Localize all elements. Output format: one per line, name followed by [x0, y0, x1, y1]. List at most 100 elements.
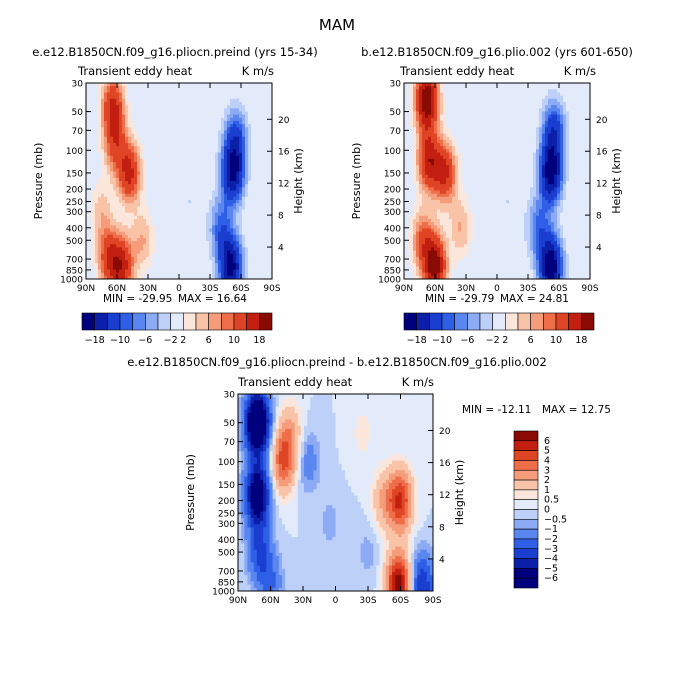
field-cell	[167, 212, 171, 217]
field-cell	[92, 181, 96, 185]
field-cell	[233, 152, 237, 157]
field-cell	[428, 215, 432, 220]
field-cell	[443, 247, 447, 251]
field-cell	[434, 225, 438, 229]
field-cell	[242, 171, 246, 176]
field-cell	[149, 241, 153, 245]
field-cell	[101, 203, 105, 207]
field-cell	[437, 190, 441, 195]
field-cell	[209, 133, 213, 138]
field-cell	[164, 133, 168, 138]
field-cell	[128, 108, 132, 112]
field-cell	[245, 266, 249, 270]
field-cell	[245, 120, 249, 125]
field-cell	[161, 168, 165, 172]
field-cell	[257, 149, 261, 153]
field-cell	[125, 168, 129, 172]
field-cell	[227, 101, 231, 106]
field-cell	[227, 275, 231, 280]
field-cell	[164, 108, 168, 112]
field-cell	[428, 193, 432, 198]
field-cell	[128, 234, 132, 239]
field-cell	[146, 149, 150, 153]
field-cell	[188, 266, 192, 270]
field-cell	[167, 98, 171, 103]
field-cell	[269, 162, 273, 166]
field-cell	[260, 275, 264, 280]
field-cell	[260, 162, 264, 166]
field-cell	[185, 199, 189, 204]
field-cell	[443, 260, 447, 264]
field-cell	[182, 237, 186, 242]
field-cell	[182, 209, 186, 214]
field-cell	[431, 269, 435, 274]
field-cell	[419, 111, 423, 116]
field-cell	[116, 111, 120, 116]
field-cell	[236, 127, 240, 131]
colorbar-box	[183, 312, 197, 331]
field-cell	[449, 149, 453, 153]
field-cell	[131, 215, 135, 220]
field-cell	[158, 155, 162, 160]
field-cell	[209, 181, 213, 185]
field-cell	[206, 266, 210, 270]
field-cell	[227, 165, 231, 169]
field-cell	[140, 149, 144, 153]
field-cell	[194, 212, 198, 217]
field-cell	[212, 101, 216, 106]
field-cell	[110, 143, 114, 147]
field-cell	[215, 193, 219, 198]
field-cell	[188, 253, 192, 258]
field-cell	[248, 89, 252, 93]
field-cell	[164, 187, 168, 191]
field-cell	[452, 117, 456, 122]
field-cell	[434, 203, 438, 207]
field-cell	[248, 130, 252, 134]
field-cell	[206, 174, 210, 179]
field-cell	[164, 98, 168, 103]
field-cell	[164, 130, 168, 134]
field-cell	[110, 209, 114, 214]
field-cell	[143, 228, 147, 232]
field-cell	[107, 152, 111, 157]
field-cell	[113, 247, 117, 251]
field-cell	[266, 98, 270, 103]
field-cell	[443, 234, 447, 239]
field-cell	[119, 92, 123, 97]
field-cell	[257, 212, 261, 217]
field-cell	[212, 146, 216, 150]
field-cell	[173, 263, 177, 267]
field-cell	[230, 111, 234, 116]
field-cell	[407, 168, 411, 172]
field-cell	[443, 263, 447, 267]
field-cell	[224, 133, 228, 138]
field-cell	[248, 222, 252, 226]
field-cell	[263, 234, 267, 239]
field-cell	[95, 260, 99, 264]
field-cell	[419, 146, 423, 150]
field-cell	[143, 203, 147, 207]
field-cell	[440, 95, 444, 100]
field-cell	[245, 101, 249, 106]
field-cell	[107, 133, 111, 138]
field-cell	[128, 95, 132, 100]
field-cell	[107, 146, 111, 150]
field-cell	[185, 187, 189, 191]
field-cell	[221, 263, 225, 267]
field-cell	[440, 196, 444, 201]
field-cell	[212, 260, 216, 264]
field-cell	[221, 256, 225, 261]
field-cell	[179, 158, 183, 163]
field-cell	[239, 130, 243, 134]
field-cell	[224, 209, 228, 214]
field-cell	[434, 92, 438, 97]
field-cell	[230, 139, 234, 144]
field-cell	[185, 215, 189, 220]
field-cell	[197, 256, 201, 261]
field-cell	[185, 171, 189, 176]
field-cell	[413, 111, 417, 116]
field-cell	[161, 124, 165, 128]
field-cell	[131, 253, 135, 258]
field-cell	[194, 209, 198, 214]
field-cell	[221, 168, 225, 172]
